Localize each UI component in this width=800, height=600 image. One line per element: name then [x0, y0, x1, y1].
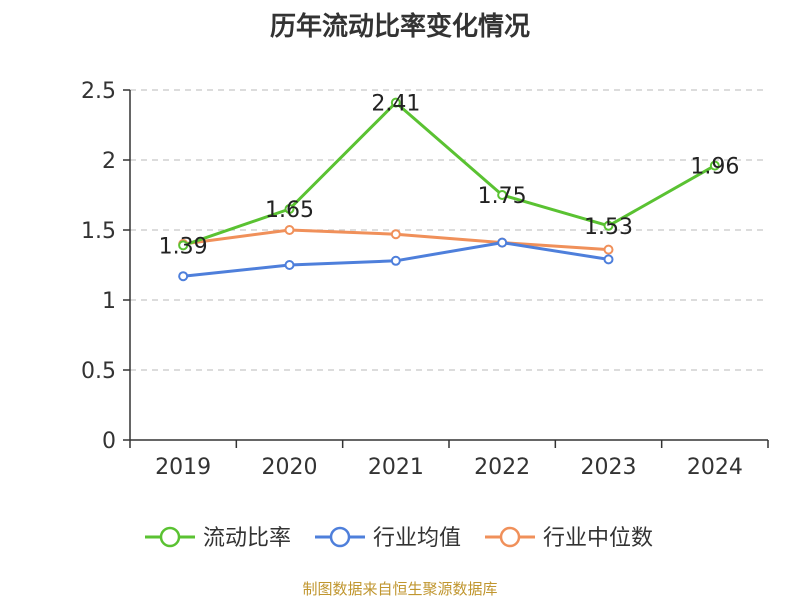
x-tick-label-2023: 2023: [581, 455, 637, 480]
y-tick-label-0: 0: [102, 429, 116, 454]
x-tick-label-2024: 2024: [687, 455, 743, 480]
legend-swatch-marker: [159, 526, 181, 548]
y-tick-label-3: 1.5: [81, 219, 116, 244]
x-tick-label-2021: 2021: [368, 455, 424, 480]
chart-title: 历年流动比率变化情况: [269, 12, 530, 42]
legend-label: 流动比率: [203, 526, 291, 551]
data-point-s1-2022: [497, 237, 508, 248]
legend-label: 行业均值: [373, 526, 461, 551]
axes: 0 0.5 1 1.5 2 2.5 2019 2020 2021 2022 2023 2024: [81, 79, 769, 480]
y-tick-label-1: 0.5: [81, 359, 116, 384]
data-label-2019: 1.39: [159, 234, 208, 259]
data-point-s2-2020: [284, 225, 295, 235]
data-point-s0-2019: [178, 240, 189, 251]
legend[interactable]: 流动比率 行业均值 行业中位数: [145, 526, 653, 551]
data-point-s1-2019: [178, 271, 189, 282]
series-lines: [178, 97, 720, 282]
legend-swatch-marker: [329, 526, 351, 548]
data-labels: 1.39 1.65 2.41 1.75 1.53 1.96: [159, 92, 740, 260]
x-tick-label-2019: 2019: [155, 455, 211, 480]
data-point-s2-2021: [390, 229, 401, 240]
data-point-s1-2021: [390, 255, 401, 266]
data-label-2024: 1.96: [690, 155, 739, 180]
data-point-s0-2023: [603, 220, 614, 231]
x-tick-label-2020: 2020: [262, 455, 318, 480]
data-point-s1-2020: [284, 260, 295, 270]
x-tick-label-2022: 2022: [474, 455, 530, 480]
data-point-s0-2024: [709, 160, 720, 171]
data-point-s0-2020: [284, 204, 295, 214]
data-label-2020: 1.65: [265, 198, 314, 223]
legend-label: 行业中位数: [543, 526, 653, 551]
gridlines: [130, 89, 768, 371]
data-label-2022: 1.75: [478, 184, 527, 209]
legend-swatch-marker: [499, 526, 521, 548]
y-tick-label-5: 2.5: [81, 79, 116, 104]
data-label-2021: 2.41: [371, 92, 420, 117]
series-line-0: [182, 101, 716, 247]
y-tick-label-4: 2: [102, 149, 116, 174]
data-point-s0-2022: [497, 190, 508, 200]
data-label-2023: 1.53: [584, 215, 633, 240]
legend-item-0[interactable]: 流动比率: [145, 526, 291, 551]
data-point-s2-2023: [603, 244, 614, 255]
legend-item-2[interactable]: 行业中位数: [485, 526, 653, 551]
data-point-s1-2023: [603, 254, 614, 265]
data-point-s0-2021: [390, 97, 401, 108]
legend-item-1[interactable]: 行业均值: [315, 526, 461, 551]
source-note: 制图数据来自恒生聚源数据库: [302, 580, 498, 598]
y-tick-label-2: 1: [102, 289, 116, 314]
